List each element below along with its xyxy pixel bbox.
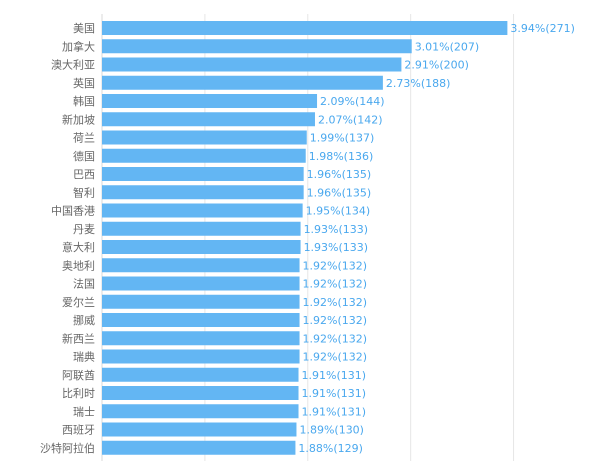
bar[interactable] — [102, 331, 300, 346]
data-label: 1.88%(129) — [298, 442, 363, 455]
data-label: 1.95%(134) — [306, 205, 371, 218]
category-label: 美国 — [73, 22, 95, 35]
category-label: 阿联酋 — [62, 368, 95, 382]
data-label: 2.91%(200) — [404, 59, 469, 72]
data-label: 1.96%(135) — [307, 186, 372, 199]
data-label: 1.93%(133) — [304, 241, 369, 254]
bars-group — [102, 21, 508, 455]
bar[interactable] — [102, 349, 300, 364]
bar[interactable] — [102, 94, 318, 108]
category-label: 荷兰 — [73, 132, 95, 145]
category-label: 新加坡 — [62, 112, 95, 126]
data-label: 1.89%(130) — [299, 424, 364, 437]
category-label: 加拿大 — [62, 39, 95, 53]
data-label: 1.92%(132) — [303, 314, 368, 327]
category-labels: 美国加拿大澳大利亚英国韩国新加坡荷兰德国巴西智利中国香港丹麦意大利奥地利法国爱尔… — [40, 22, 95, 455]
category-label: 韩国 — [73, 94, 95, 108]
data-label: 2.07%(142) — [318, 113, 383, 126]
bar[interactable] — [102, 404, 299, 419]
category-label: 奥地利 — [62, 258, 95, 272]
data-label: 3.01%(207) — [415, 40, 480, 53]
category-label: 西班牙 — [62, 424, 95, 437]
data-label: 1.99%(137) — [310, 132, 375, 145]
category-label: 巴西 — [73, 168, 95, 181]
data-labels: 3.94%(271) 3.01%(207) 2.91%(200) 2.73%(188)… — [298, 22, 574, 455]
category-label: 瑞士 — [73, 404, 95, 418]
data-label: 1.91%(131) — [302, 405, 367, 418]
data-label: 1.92%(132) — [303, 296, 368, 309]
bar[interactable] — [102, 240, 301, 254]
bar[interactable] — [102, 21, 508, 35]
category-label: 瑞典 — [73, 350, 95, 364]
category-label: 爱尔兰 — [62, 296, 95, 309]
bar[interactable] — [102, 39, 412, 54]
category-label: 新西兰 — [62, 331, 95, 345]
category-label: 英国 — [73, 76, 95, 90]
category-label: 挪威 — [73, 313, 95, 327]
bar[interactable] — [102, 386, 299, 400]
category-label: 法国 — [73, 277, 95, 291]
bar[interactable] — [102, 258, 300, 273]
data-label: 1.92%(132) — [303, 351, 368, 364]
bar[interactable] — [102, 221, 301, 236]
bar[interactable] — [102, 422, 297, 437]
bar[interactable] — [102, 203, 303, 218]
data-label: 1.91%(131) — [302, 369, 367, 382]
category-label: 沙特阿拉伯 — [40, 441, 95, 455]
category-label: 德国 — [73, 149, 95, 163]
bar[interactable] — [102, 367, 299, 382]
category-label: 比利时 — [62, 387, 95, 400]
data-label: 1.98%(136) — [309, 150, 374, 163]
category-label: 智利 — [73, 185, 95, 199]
bar[interactable] — [102, 276, 300, 291]
category-label: 澳大利亚 — [51, 58, 95, 72]
bar[interactable] — [102, 57, 402, 72]
category-label: 意大利 — [62, 240, 95, 254]
data-label: 1.92%(132) — [303, 332, 368, 345]
data-label: 1.92%(132) — [303, 278, 368, 291]
data-label: 2.09%(144) — [320, 95, 385, 108]
data-label: 1.92%(132) — [303, 259, 368, 272]
data-label: 2.73%(188) — [386, 77, 451, 90]
category-label: 中国香港 — [51, 205, 95, 218]
bar[interactable] — [102, 130, 307, 145]
data-label: 1.93%(133) — [304, 223, 369, 236]
bar[interactable] — [102, 294, 300, 309]
bar[interactable] — [102, 112, 315, 127]
bar[interactable] — [102, 148, 306, 163]
data-label: 3.94%(271) — [510, 22, 575, 35]
bar[interactable] — [102, 167, 304, 181]
bar[interactable] — [102, 440, 296, 455]
bar[interactable] — [102, 313, 300, 327]
bar[interactable] — [102, 75, 383, 90]
category-label: 丹麦 — [73, 223, 95, 236]
bar[interactable] — [102, 185, 304, 200]
data-label: 1.91%(131) — [302, 387, 367, 400]
data-label: 1.96%(135) — [307, 168, 372, 181]
